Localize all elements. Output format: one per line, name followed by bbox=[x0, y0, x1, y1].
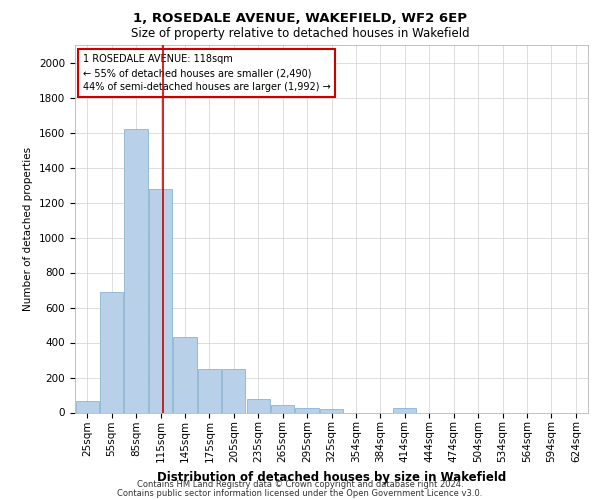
Text: Size of property relative to detached houses in Wakefield: Size of property relative to detached ho… bbox=[131, 28, 469, 40]
Bar bbox=[173, 337, 197, 412]
X-axis label: Distribution of detached houses by size in Wakefield: Distribution of detached houses by size … bbox=[157, 470, 506, 484]
Y-axis label: Number of detached properties: Number of detached properties bbox=[23, 146, 34, 311]
Bar bbox=[393, 408, 416, 412]
Text: 1 ROSEDALE AVENUE: 118sqm
← 55% of detached houses are smaller (2,490)
44% of se: 1 ROSEDALE AVENUE: 118sqm ← 55% of detac… bbox=[83, 54, 331, 92]
Bar bbox=[100, 292, 123, 412]
Bar bbox=[198, 369, 221, 412]
Text: Contains public sector information licensed under the Open Government Licence v3: Contains public sector information licen… bbox=[118, 488, 482, 498]
Text: Contains HM Land Registry data © Crown copyright and database right 2024.: Contains HM Land Registry data © Crown c… bbox=[137, 480, 463, 489]
Bar bbox=[295, 408, 319, 412]
Bar bbox=[149, 188, 172, 412]
Bar bbox=[76, 401, 99, 412]
Bar bbox=[320, 409, 343, 412]
Bar bbox=[124, 129, 148, 412]
Bar bbox=[222, 369, 245, 412]
Bar bbox=[247, 398, 270, 412]
Bar bbox=[271, 404, 294, 412]
Text: 1, ROSEDALE AVENUE, WAKEFIELD, WF2 6EP: 1, ROSEDALE AVENUE, WAKEFIELD, WF2 6EP bbox=[133, 12, 467, 26]
